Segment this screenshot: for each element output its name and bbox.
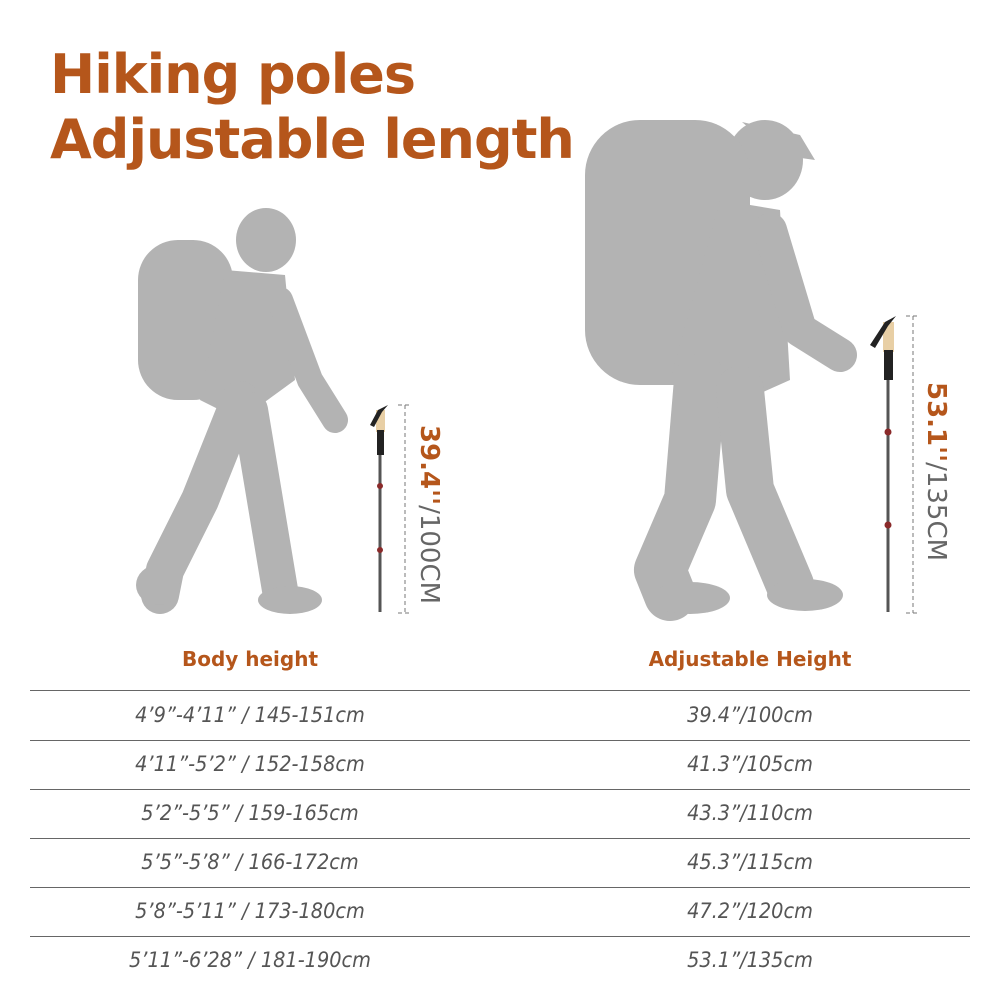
title-line-1: Hiking poles bbox=[50, 43, 416, 106]
short-pole-dimension-line bbox=[398, 404, 412, 614]
pole-length-cell: 45.3”/115cm bbox=[687, 850, 813, 874]
body-height-cell: 5’2”-5’5” / 159-165cm bbox=[141, 801, 359, 825]
header-adjustable-height: Adjustable Height bbox=[648, 647, 852, 671]
divider bbox=[30, 740, 970, 741]
small-hiker-silhouette bbox=[136, 208, 348, 614]
body-height-cell: 5’8”-5’11” / 173-180cm bbox=[135, 899, 365, 923]
pole-length-cell: 47.2”/120cm bbox=[687, 899, 813, 923]
divider bbox=[30, 789, 970, 790]
pole-length-cell: 39.4”/100cm bbox=[687, 703, 813, 727]
title-line-2: Adjustable length bbox=[50, 108, 575, 171]
long-pole-length-label: 53.1''/135CM bbox=[921, 382, 951, 561]
long-pole-length-inches: 53.1'' bbox=[921, 382, 951, 463]
short-pole-length-label: 39.4''/100CM bbox=[414, 425, 444, 604]
divider bbox=[30, 838, 970, 839]
long-pole-dimension-line bbox=[906, 315, 920, 614]
pole-length-cell: 43.3”/110cm bbox=[687, 801, 813, 825]
body-height-cell: 5’11”-6’28” / 181-190cm bbox=[129, 948, 371, 972]
divider bbox=[30, 690, 970, 691]
large-hiker-silhouette bbox=[585, 120, 857, 621]
body-height-cell: 5’5”-5’8” / 166-172cm bbox=[141, 850, 359, 874]
pole-length-cell: 53.1”/135cm bbox=[687, 948, 813, 972]
body-height-cell: 4’11”-5’2” / 152-158cm bbox=[135, 752, 365, 776]
short-pole-length-cm: /100CM bbox=[414, 505, 444, 605]
short-pole bbox=[370, 405, 388, 612]
hikers-illustration bbox=[136, 120, 920, 621]
body-height-cell: 4’9”-4’11” / 145-151cm bbox=[135, 703, 365, 727]
divider bbox=[30, 887, 970, 888]
header-body-height: Body height bbox=[181, 647, 319, 671]
divider bbox=[30, 936, 970, 937]
short-pole-length-inches: 39.4'' bbox=[414, 425, 444, 506]
pole-length-cell: 41.3”/105cm bbox=[687, 752, 813, 776]
long-pole bbox=[870, 316, 896, 612]
long-pole-length-cm: /135CM bbox=[921, 462, 951, 562]
